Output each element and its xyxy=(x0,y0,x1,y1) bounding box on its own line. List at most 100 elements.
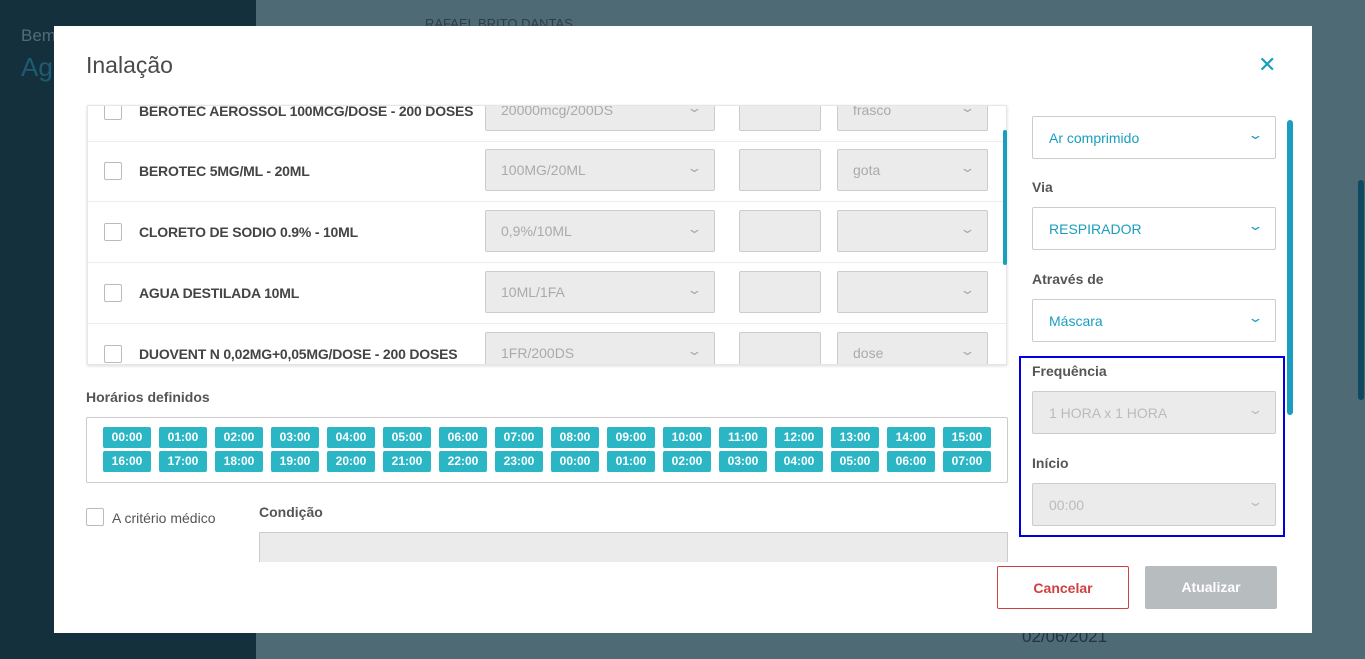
presentation-select[interactable]: 1FR/200DS ⌄ xyxy=(485,332,715,364)
chevron-down-icon: ⌄ xyxy=(686,160,703,175)
unit-select[interactable]: gota ⌄ xyxy=(837,149,988,191)
medication-checkbox[interactable] xyxy=(104,106,122,120)
chevron-down-icon: ⌄ xyxy=(1247,402,1264,417)
schedule-chip[interactable]: 22:00 xyxy=(439,451,487,472)
unit-select[interactable]: ⌄ xyxy=(837,271,988,313)
quantity-input[interactable] xyxy=(739,149,821,191)
schedule-chip[interactable]: 14:00 xyxy=(887,427,935,448)
presentation-select[interactable]: 100MG/20ML ⌄ xyxy=(485,149,715,191)
medication-row: DUOVENT N 0,02MG+0,05MG/DOSE - 200 DOSES… xyxy=(88,324,1006,364)
schedule-chip[interactable]: 23:00 xyxy=(495,451,543,472)
medication-checkbox[interactable] xyxy=(104,223,122,241)
page-scrollbar[interactable] xyxy=(1358,180,1364,400)
criteria-checkbox[interactable] xyxy=(86,508,104,526)
medication-checkbox[interactable] xyxy=(104,162,122,180)
schedule-chip[interactable]: 00:00 xyxy=(103,427,151,448)
condition-label: Condição xyxy=(259,504,323,520)
modal-title: Inalação xyxy=(86,52,173,78)
sidebar-title: Ag xyxy=(21,52,53,82)
schedule-chip[interactable]: 05:00 xyxy=(383,427,431,448)
inhalation-modal: Inalação ✕ BEROTEC AEROSSOL 100MCG/DOSE … xyxy=(54,26,1312,633)
quantity-input[interactable] xyxy=(739,271,821,313)
presentation-value: 1FR/200DS xyxy=(501,345,575,361)
schedule-chip[interactable]: 19:00 xyxy=(271,451,319,472)
medication-checkbox[interactable] xyxy=(104,284,122,302)
update-button[interactable]: Atualizar xyxy=(1145,566,1277,609)
close-icon[interactable]: ✕ xyxy=(1258,52,1277,77)
quantity-input[interactable] xyxy=(739,332,821,364)
schedule-chip[interactable]: 01:00 xyxy=(607,451,655,472)
unit-value: frasco xyxy=(853,105,892,118)
schedule-chip[interactable]: 02:00 xyxy=(215,427,263,448)
frequency-value: 1 HORA x 1 HORA xyxy=(1049,405,1168,421)
start-value: 00:00 xyxy=(1049,497,1085,513)
quantity-input[interactable] xyxy=(739,106,821,131)
medication-name: BEROTEC AEROSSOL 100MCG/DOSE - 200 DOSES xyxy=(139,105,474,119)
presentation-select[interactable]: 0,9%/10ML ⌄ xyxy=(485,210,715,252)
right-scrollbar[interactable] xyxy=(1287,120,1293,415)
chevron-down-icon: ⌄ xyxy=(686,282,703,297)
medication-name: CLORETO DE SODIO 0.9% - 10ML xyxy=(139,224,358,240)
schedule-chip[interactable]: 06:00 xyxy=(887,451,935,472)
presentation-value: 100MG/20ML xyxy=(501,162,586,178)
chevron-down-icon: ⌄ xyxy=(686,221,703,236)
schedule-chip[interactable]: 04:00 xyxy=(775,451,823,472)
chevron-down-icon: ⌄ xyxy=(959,105,976,115)
schedule-chip[interactable]: 18:00 xyxy=(215,451,263,472)
medication-row: AGUA DESTILADA 10ML 10ML/1FA ⌄ ⌄ xyxy=(88,263,1006,324)
schedule-chip[interactable]: 11:00 xyxy=(719,427,767,448)
schedule-chip[interactable]: 00:00 xyxy=(551,451,599,472)
presentation-select[interactable]: 10ML/1FA ⌄ xyxy=(485,271,715,313)
schedule-chip[interactable]: 05:00 xyxy=(831,451,879,472)
schedule-chip[interactable]: 07:00 xyxy=(943,451,991,472)
through-select[interactable]: Máscara ⌄ xyxy=(1032,299,1276,342)
highlight-box xyxy=(1019,356,1285,537)
unit-value: dose xyxy=(853,345,884,361)
schedule-chip[interactable]: 15:00 xyxy=(943,427,991,448)
schedule-chip[interactable]: 01:00 xyxy=(159,427,207,448)
schedule-chip[interactable]: 17:00 xyxy=(159,451,207,472)
chevron-down-icon: ⌄ xyxy=(959,282,976,297)
medication-list: BEROTEC AEROSSOL 100MCG/DOSE - 200 DOSES… xyxy=(87,105,1007,365)
schedule-chip[interactable]: 03:00 xyxy=(271,427,319,448)
presentation-select[interactable]: 20000mcg/200DS ⌄ xyxy=(485,106,715,131)
chevron-down-icon: ⌄ xyxy=(959,221,976,236)
through-label: Através de xyxy=(1032,271,1104,287)
quantity-input[interactable] xyxy=(739,210,821,252)
frequency-label: Frequência xyxy=(1032,363,1107,379)
schedule-chip[interactable]: 16:00 xyxy=(103,451,151,472)
start-select[interactable]: 00:00 ⌄ xyxy=(1032,483,1276,526)
list-scrollbar[interactable] xyxy=(1003,130,1007,265)
via-select[interactable]: RESPIRADOR ⌄ xyxy=(1032,207,1276,250)
schedule-chip[interactable]: 03:00 xyxy=(719,451,767,472)
medication-checkbox[interactable] xyxy=(104,345,122,363)
schedule-chip[interactable]: 13:00 xyxy=(831,427,879,448)
cancel-button[interactable]: Cancelar xyxy=(997,566,1129,609)
schedule-chip[interactable]: 08:00 xyxy=(551,427,599,448)
unit-select[interactable]: dose ⌄ xyxy=(837,332,988,364)
gas-value: Ar comprimido xyxy=(1049,130,1140,146)
chevron-down-icon: ⌄ xyxy=(959,343,976,358)
unit-select[interactable]: ⌄ xyxy=(837,210,988,252)
chevron-down-icon: ⌄ xyxy=(1247,218,1264,233)
schedule-chip[interactable]: 12:00 xyxy=(775,427,823,448)
via-value: RESPIRADOR xyxy=(1049,221,1142,237)
gas-select[interactable]: Ar comprimido ⌄ xyxy=(1032,116,1276,159)
chevron-down-icon: ⌄ xyxy=(1247,494,1264,509)
schedule-chip[interactable]: 02:00 xyxy=(663,451,711,472)
schedule-chip[interactable]: 06:00 xyxy=(439,427,487,448)
medication-row: CLORETO DE SODIO 0.9% - 10ML 0,9%/10ML ⌄ … xyxy=(88,202,1006,263)
schedule-chip[interactable]: 04:00 xyxy=(327,427,375,448)
medication-name: AGUA DESTILADA 10ML xyxy=(139,285,300,301)
schedule-chip[interactable]: 10:00 xyxy=(663,427,711,448)
condition-input[interactable] xyxy=(259,532,1008,562)
unit-select[interactable]: frasco ⌄ xyxy=(837,105,988,131)
schedule-chip[interactable]: 21:00 xyxy=(383,451,431,472)
presentation-value: 0,9%/10ML xyxy=(501,223,572,239)
schedule-chip[interactable]: 20:00 xyxy=(327,451,375,472)
schedule-chip[interactable]: 07:00 xyxy=(495,427,543,448)
frequency-select[interactable]: 1 HORA x 1 HORA ⌄ xyxy=(1032,391,1276,434)
medication-row: BEROTEC 5MG/ML - 20ML 100MG/20ML ⌄ gota ⌄ xyxy=(88,141,1006,202)
medication-name: BEROTEC 5MG/ML - 20ML xyxy=(139,163,310,179)
schedule-chip[interactable]: 09:00 xyxy=(607,427,655,448)
